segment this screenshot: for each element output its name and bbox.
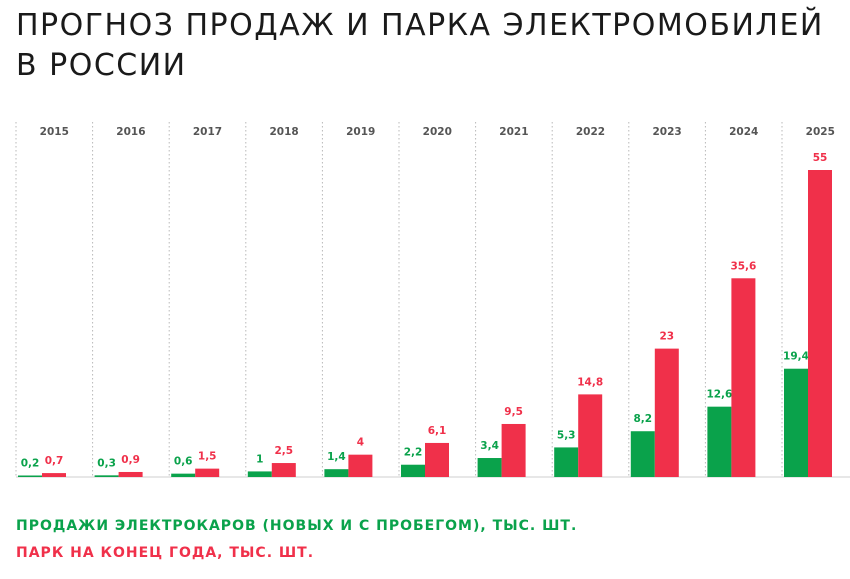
sales-value-label: 19,4 xyxy=(783,351,809,363)
sales-bar xyxy=(401,464,425,477)
sales-bar xyxy=(18,475,42,477)
fleet-bar xyxy=(808,170,832,477)
fleet-value-label: 35,6 xyxy=(730,260,756,272)
year-label: 2016 xyxy=(116,126,145,138)
fleet-value-label: 1,5 xyxy=(198,451,217,463)
fleet-bar xyxy=(348,454,373,477)
sales-value-label: 2,2 xyxy=(404,447,423,459)
sales-bar xyxy=(477,458,502,477)
fleet-bar xyxy=(731,278,756,477)
fleet-bar xyxy=(42,473,66,477)
fleet-value-label: 23 xyxy=(659,331,674,343)
fleet-value-label: 4 xyxy=(357,437,364,449)
sales-value-label: 12,6 xyxy=(706,389,732,401)
fleet-bar xyxy=(578,394,603,477)
year-label: 2022 xyxy=(576,126,605,138)
sales-bar xyxy=(784,368,808,477)
fleet-value-label: 55 xyxy=(813,152,828,164)
fleet-bar xyxy=(195,468,220,477)
fleet-value-label: 0,7 xyxy=(45,455,64,467)
sales-bar xyxy=(94,475,119,477)
fleet-value-label: 14,8 xyxy=(577,376,603,388)
sales-value-label: 0,3 xyxy=(97,457,116,469)
year-label: 2024 xyxy=(729,126,758,138)
year-label: 2023 xyxy=(652,126,681,138)
chart-title: ПРОГНОЗ ПРОДАЖ И ПАРКА ЭЛЕКТРОМОБИЛЕЙ В … xyxy=(16,6,836,86)
legend-fleet: ПАРК НА КОНЕЦ ГОДА, ТЫС. ШТ. xyxy=(16,545,315,561)
fleet-bar xyxy=(271,463,296,477)
sales-value-label: 3,4 xyxy=(480,440,499,452)
year-label: 2025 xyxy=(806,126,835,138)
year-label: 2015 xyxy=(40,126,69,138)
sales-bar xyxy=(247,471,272,477)
chart-title-line-2: В РОССИИ xyxy=(16,48,187,83)
sales-value-label: 0,2 xyxy=(21,458,40,470)
fleet-bar xyxy=(654,348,679,477)
sales-value-label: 1 xyxy=(256,453,263,465)
sales-value-label: 1,4 xyxy=(327,451,346,463)
fleet-bar xyxy=(118,471,143,477)
fleet-bar xyxy=(501,423,526,477)
bar-chart: 2015 0,2 0,7 2016 0,3 0,9 2017 0,6 1,5 2018 1 2,5 20… xyxy=(15,122,850,478)
year-label: 2019 xyxy=(346,126,375,138)
sales-value-label: 5,3 xyxy=(557,429,576,441)
year-label: 2018 xyxy=(269,126,298,138)
fleet-value-label: 2,5 xyxy=(274,445,293,457)
sales-bar xyxy=(630,431,655,477)
chart-title-line-1: ПРОГНОЗ ПРОДАЖ И ПАРКА ЭЛЕКТРОМОБИЛЕЙ xyxy=(16,8,824,43)
sales-value-label: 0,6 xyxy=(174,456,193,468)
year-label: 2021 xyxy=(499,126,528,138)
sales-bar xyxy=(171,473,196,477)
sales-value-label: 8,2 xyxy=(633,413,652,425)
sales-bar xyxy=(707,406,732,477)
fleet-value-label: 6,1 xyxy=(428,425,447,437)
year-label: 2017 xyxy=(193,126,222,138)
fleet-bar xyxy=(425,442,449,477)
year-label: 2020 xyxy=(423,126,452,138)
sales-bar xyxy=(324,469,349,477)
fleet-value-label: 9,5 xyxy=(504,406,523,418)
legend-sales: ПРОДАЖИ ЭЛЕКТРОКАРОВ (НОВЫХ И С ПРОБЕГОМ… xyxy=(16,518,578,534)
fleet-value-label: 0,9 xyxy=(121,454,140,466)
sales-bar xyxy=(554,447,579,477)
